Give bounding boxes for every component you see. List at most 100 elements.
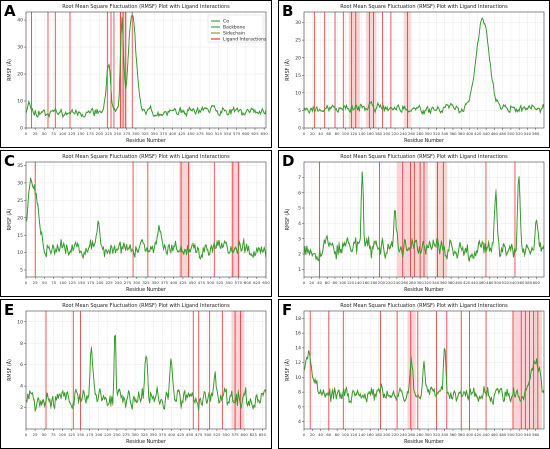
x-tick-label: 560 <box>532 432 540 437</box>
x-tick-label: 175 <box>86 131 94 136</box>
x-tick-label: 540 <box>509 280 517 285</box>
x-tick-label: 575 <box>233 131 241 136</box>
legend-label: Sidechain <box>223 31 245 37</box>
x-tick-label: 80 <box>333 280 338 285</box>
panel-f: Root Mean Square Fluctuation (RMSF) Plot… <box>278 299 550 449</box>
x-tick-label: 480 <box>499 131 507 136</box>
x-tick-label: 500 <box>207 280 215 285</box>
y-tick-label: 8 <box>298 390 301 396</box>
ligand-band <box>179 162 191 277</box>
x-tick-label: 400 <box>455 280 463 285</box>
x-tick-label: 420 <box>474 131 482 136</box>
x-tick-label: 600 <box>241 432 249 437</box>
panel-frame <box>278 0 550 148</box>
y-tick-label: 6 <box>298 404 301 410</box>
series-calpha <box>304 171 544 262</box>
x-tick-label: 260 <box>408 131 416 136</box>
x-tick-label: 200 <box>96 280 104 285</box>
x-tick-label: 180 <box>375 432 383 437</box>
x-tick-label: 180 <box>375 131 383 136</box>
y-tick-label: 30 <box>17 181 23 187</box>
x-tick-label: 550 <box>225 280 233 285</box>
x-tick-label: 625 <box>253 280 261 285</box>
y-tick-label: 14 <box>295 345 301 351</box>
x-tick-label: 250 <box>114 131 122 136</box>
x-tick-label: 350 <box>151 131 159 136</box>
y-tick-label: 0 <box>298 126 301 132</box>
y-axis-label: RMSF (Å) <box>6 59 13 81</box>
x-tick-label: 625 <box>251 131 259 136</box>
x-tick-label: 120 <box>347 280 355 285</box>
x-tick-label: 60 <box>325 280 330 285</box>
x-tick-label: 500 <box>206 131 214 136</box>
series-calpha <box>304 17 544 116</box>
chart-title: Root Mean Square Fluctuation (RMSF) Plot… <box>62 154 230 160</box>
ligand-band <box>348 12 360 128</box>
y-tick-label: 10 <box>295 90 301 96</box>
axes-box <box>303 11 545 129</box>
x-tick-label: 300 <box>425 131 433 136</box>
legend-label: Cα <box>223 19 229 25</box>
x-tick-label: 240 <box>400 432 408 437</box>
panel-b: Root Mean Square Fluctuation (RMSF) Plot… <box>278 0 550 148</box>
x-tick-label: 375 <box>161 280 169 285</box>
y-tick-label: 25 <box>17 198 23 204</box>
x-tick-label: 400 <box>169 131 177 136</box>
x-tick-label: 325 <box>141 131 149 136</box>
x-tick-label: 50 <box>42 280 47 285</box>
y-tick-label: 10 <box>17 319 23 325</box>
y-tick-label: 8 <box>20 341 23 347</box>
y-tick-label: 5 <box>298 108 301 114</box>
x-tick-label: 150 <box>77 131 85 136</box>
y-tick-label: 35 <box>17 163 23 169</box>
x-tick-label: 75 <box>51 280 56 285</box>
x-tick-label: 550 <box>224 131 232 136</box>
x-tick-label: 140 <box>358 432 366 437</box>
x-tick-label: 560 <box>532 131 540 136</box>
x-tick-label: 450 <box>186 432 194 437</box>
x-tick-label: 450 <box>187 131 195 136</box>
x-tick-label: 340 <box>441 432 449 437</box>
x-tick-label: 200 <box>96 131 104 136</box>
panel-frame <box>0 150 272 297</box>
x-tick-label: 225 <box>105 280 113 285</box>
x-tick-label: 380 <box>458 131 466 136</box>
x-tick-label: 275 <box>122 432 130 437</box>
x-tick-label: 120 <box>350 131 358 136</box>
y-tick-label: 4 <box>298 221 301 227</box>
x-tick-label: 300 <box>417 280 425 285</box>
x-tick-label: 50 <box>42 432 47 437</box>
y-tick-label: 10 <box>17 99 23 105</box>
x-tick-label: 400 <box>466 432 474 437</box>
x-tick-label: 0 <box>25 432 28 437</box>
panel-c: Root Mean Square Fluctuation (RMSF) Plot… <box>0 150 272 297</box>
y-tick-label: 4 <box>20 384 23 390</box>
x-tick-label: 100 <box>59 131 67 136</box>
ligand-band <box>512 311 542 429</box>
x-tick-label: 275 <box>124 280 132 285</box>
x-tick-label: 280 <box>416 432 424 437</box>
x-tick-label: 250 <box>115 280 123 285</box>
x-tick-label: 100 <box>339 280 347 285</box>
x-tick-label: 475 <box>196 131 204 136</box>
y-tick-label: 20 <box>17 215 23 221</box>
ligand-band <box>366 12 377 128</box>
y-tick-label: 2 <box>20 405 23 411</box>
x-tick-label: 325 <box>141 432 149 437</box>
axes-box <box>25 310 267 430</box>
chart-title: Root Mean Square Fluctuation (RMSF) Plot… <box>340 4 508 10</box>
x-tick-label: 350 <box>150 432 158 437</box>
y-tick-label: 3 <box>298 236 301 242</box>
x-tick-label: 600 <box>533 280 541 285</box>
panel-letter: D <box>282 152 294 170</box>
y-axis-label: RMSF (Å) <box>284 59 291 81</box>
x-tick-label: 0 <box>303 280 306 285</box>
legend-box <box>207 14 264 43</box>
panel-letter: E <box>4 301 14 319</box>
x-tick-label: 650 <box>261 131 269 136</box>
x-tick-label: 575 <box>235 280 243 285</box>
x-tick-label: 625 <box>250 432 258 437</box>
x-tick-label: 320 <box>433 131 441 136</box>
x-tick-label: 240 <box>400 131 408 136</box>
